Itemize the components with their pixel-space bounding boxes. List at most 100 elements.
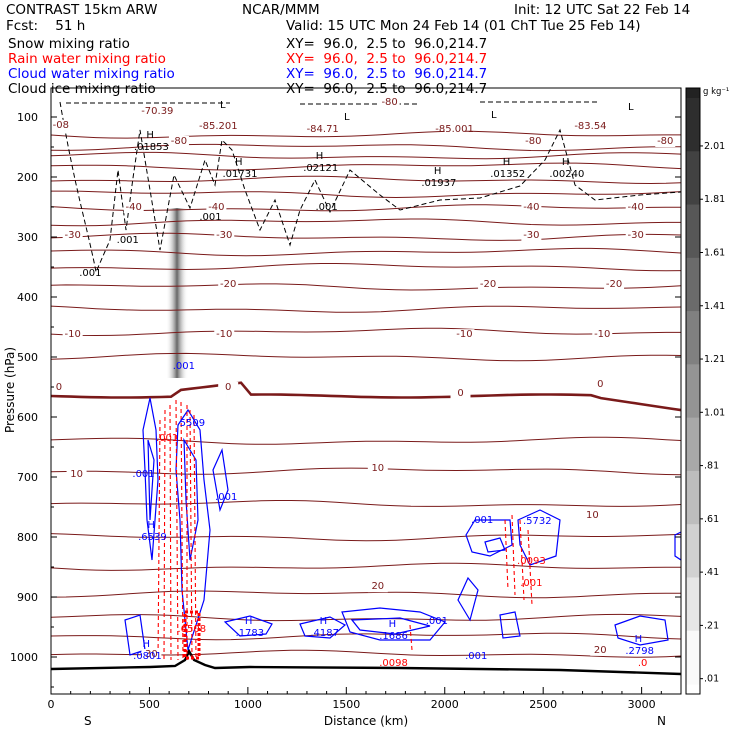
y-tick-label: 700 — [17, 471, 38, 484]
cloud-water-label: .5732 — [523, 516, 552, 527]
y-tick-label: 1000 — [10, 651, 38, 664]
rain-contour — [409, 624, 413, 651]
snow-label: .001 — [117, 235, 139, 246]
cloud-water-contour — [223, 615, 273, 637]
isotherm-line — [51, 436, 681, 445]
cloud-water-label: .001 — [471, 515, 493, 526]
cloud-water-max-marker: H — [635, 634, 643, 645]
isotherm-label: -30 — [628, 230, 644, 241]
low-marker: L — [628, 102, 634, 113]
y-axis-label: Pressure (hPa) — [3, 347, 17, 433]
snow-max-marker: H — [434, 166, 442, 177]
isotherm-label: -30 — [523, 230, 539, 241]
isotherm-label: 30 — [145, 649, 158, 660]
colorbar-swatch — [686, 364, 700, 419]
x-tick-label: 3000 — [628, 698, 656, 711]
cloud-water-label: .1783 — [236, 628, 265, 639]
snow-label: .001 — [199, 212, 221, 223]
snow-contour — [59, 101, 681, 274]
snow-label: .01731 — [223, 169, 258, 180]
plot-frame — [50, 87, 682, 695]
cloud-water-label: .2798 — [625, 646, 654, 657]
rain-contour — [180, 401, 184, 661]
isotherm-label: -40 — [628, 202, 644, 213]
y-tick-label: 900 — [17, 591, 38, 604]
isotherm-label: -40 — [523, 202, 539, 213]
colorbar-tick-label: .01 — [704, 674, 719, 685]
isotherm-label: -80 — [525, 136, 541, 147]
x-tick-label: 2500 — [529, 698, 557, 711]
field-xy-snow: XY= 96.0, 2.5 to 96.0,214.7 — [286, 36, 488, 52]
field-name-cloud-water: Cloud water mixing ratio — [8, 66, 175, 82]
cloud-water-label: .0801 — [133, 651, 162, 662]
colorbar-unit: g kg⁻¹ — [703, 87, 729, 97]
colorbar-swatch — [686, 524, 700, 578]
isotherm-label: -85.001 — [435, 124, 474, 135]
isotherm-line — [51, 175, 681, 185]
snow-max-marker: H — [146, 130, 154, 141]
cloud-water-label: .001 — [426, 616, 448, 627]
rain-contour — [157, 419, 161, 661]
snow-label: .01937 — [421, 178, 456, 189]
isotherm-label: -10 — [216, 329, 232, 340]
field-xy-rain: XY= 96.0, 2.5 to 96.0,214.7 — [286, 51, 488, 67]
cloud-water-label: .001 — [132, 469, 154, 480]
snow-label: .01853 — [134, 142, 169, 153]
snow-label: .001 — [315, 202, 337, 213]
isotherm-line — [51, 467, 681, 476]
y-tick-label: 500 — [17, 351, 38, 364]
cloud-water-label: .001 — [173, 361, 195, 372]
isotherm-label: 10 — [70, 469, 83, 480]
rain-label: .0 — [638, 658, 648, 669]
isotherm-label: 0 — [56, 382, 62, 393]
cloud-water-contour — [212, 447, 229, 513]
center-label: NCAR/MMM — [242, 2, 320, 18]
x-end-label-left: S — [84, 714, 92, 728]
isotherm-label: -40 — [208, 202, 224, 213]
rain-label: .0093 — [517, 556, 546, 567]
snow-label: .01352 — [490, 169, 525, 180]
rain-max-contour — [183, 610, 201, 660]
colorbar-swatch — [686, 151, 700, 206]
snow-shading-band — [166, 208, 188, 378]
x-tick-label: 1000 — [234, 698, 262, 711]
low-marker: L — [491, 110, 497, 121]
cloud-water-contour — [484, 537, 506, 553]
cloud-water-max-marker: H — [320, 616, 328, 627]
low-marker: L — [344, 112, 350, 123]
field-xy-cloud-ice: XY= 96.0, 2.5 to 96.0,214.7 — [286, 81, 488, 97]
y-tick-label: 100 — [17, 111, 38, 124]
snow-label: .001 — [79, 268, 101, 279]
isotherm-label: 0 — [225, 382, 231, 393]
colorbar-tick-label: 1.41 — [704, 301, 725, 312]
colorbar-tick-label: 2.01 — [704, 141, 725, 152]
colorbar-tick-label: .61 — [704, 514, 719, 525]
cloud-water-contour — [341, 607, 446, 641]
isotherm-line — [51, 283, 681, 291]
isotherm-line — [51, 327, 681, 337]
cloud-water-label: .6539 — [138, 532, 167, 543]
colorbar-swatch — [686, 417, 700, 472]
y-tick-label: 600 — [17, 411, 38, 424]
isotherm-line — [51, 130, 681, 139]
isotherm-line — [51, 562, 681, 571]
cloud-water-max-marker: H — [245, 616, 253, 627]
isotherm-label: -30 — [64, 230, 80, 241]
isotherm-label: 10 — [586, 510, 599, 521]
x-axis-label: Distance (km) — [324, 714, 408, 728]
field-name-rain: Rain water mixing ratio — [8, 51, 166, 67]
rain-contour — [169, 404, 172, 661]
isotherm-label: -80 — [381, 97, 397, 108]
cloud-ice-contour — [66, 101, 600, 105]
isotherm-line — [51, 143, 681, 152]
cloud-water-label: .1686 — [379, 631, 408, 642]
colorbar-tick-label: .81 — [704, 461, 719, 472]
colorbar-swatch — [686, 98, 700, 152]
rain-contour — [511, 514, 516, 596]
isotherm-line — [51, 218, 681, 227]
rain-label: .0098 — [379, 658, 408, 669]
isotherm-line — [51, 232, 681, 241]
rain-label: .6508 — [177, 624, 206, 635]
isotherm-label: -85.201 — [199, 121, 238, 132]
cloud-water-contour — [299, 616, 347, 639]
